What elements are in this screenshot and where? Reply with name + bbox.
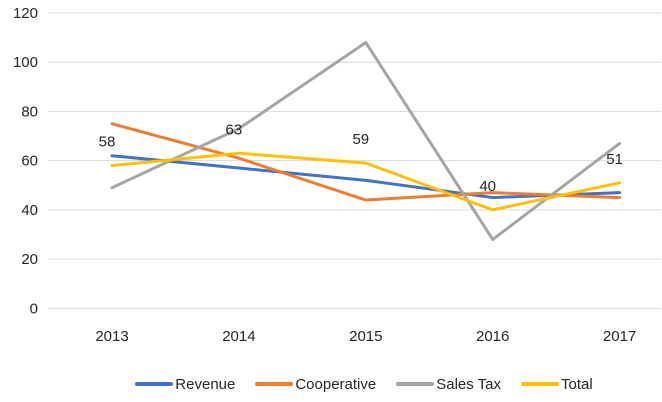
y-tick-label: 20 (21, 251, 38, 268)
legend-swatch-cooperative (255, 382, 294, 386)
x-tick-label: 2017 (603, 328, 636, 345)
legend-swatch-revenue (135, 382, 174, 386)
series-line-sales-tax (110, 41, 622, 241)
x-tick-label: 2013 (95, 328, 128, 345)
y-tick-label: 60 (21, 153, 38, 170)
data-label: 40 (479, 178, 496, 195)
legend-item-cooperative: Cooperative (255, 377, 376, 392)
legend-swatch-total (521, 382, 559, 386)
data-label: 58 (99, 134, 116, 151)
data-label: 63 (226, 121, 243, 138)
legend-item-total: Total (521, 377, 593, 392)
x-tick-label: 2014 (222, 328, 255, 345)
legend-swatch-sales-tax (396, 382, 435, 386)
y-tick-label: 40 (21, 202, 38, 219)
y-tick-label: 100 (13, 54, 38, 71)
series-line-total (110, 151, 622, 212)
legend-item-sales-tax: Sales Tax (396, 377, 501, 392)
x-tick-label: 2016 (476, 328, 509, 345)
chart-legend: Revenue Cooperative Sales Tax Total (48, 373, 662, 395)
data-label: 51 (606, 151, 623, 168)
y-tick-label: 120 (13, 5, 38, 22)
legend-label-cooperative: Cooperative (295, 375, 377, 393)
y-tick-label: 0 (30, 300, 38, 317)
y-tick-label: 80 (21, 103, 38, 120)
series-line-revenue (110, 154, 622, 200)
legend-item-revenue: Revenue (135, 377, 235, 392)
legend-label-total: Total (561, 375, 593, 393)
legend-label-revenue: Revenue (175, 375, 236, 393)
legend-label-sales-tax: Sales Tax (436, 375, 501, 393)
data-label: 59 (352, 131, 369, 148)
x-tick-label: 2015 (349, 328, 382, 345)
